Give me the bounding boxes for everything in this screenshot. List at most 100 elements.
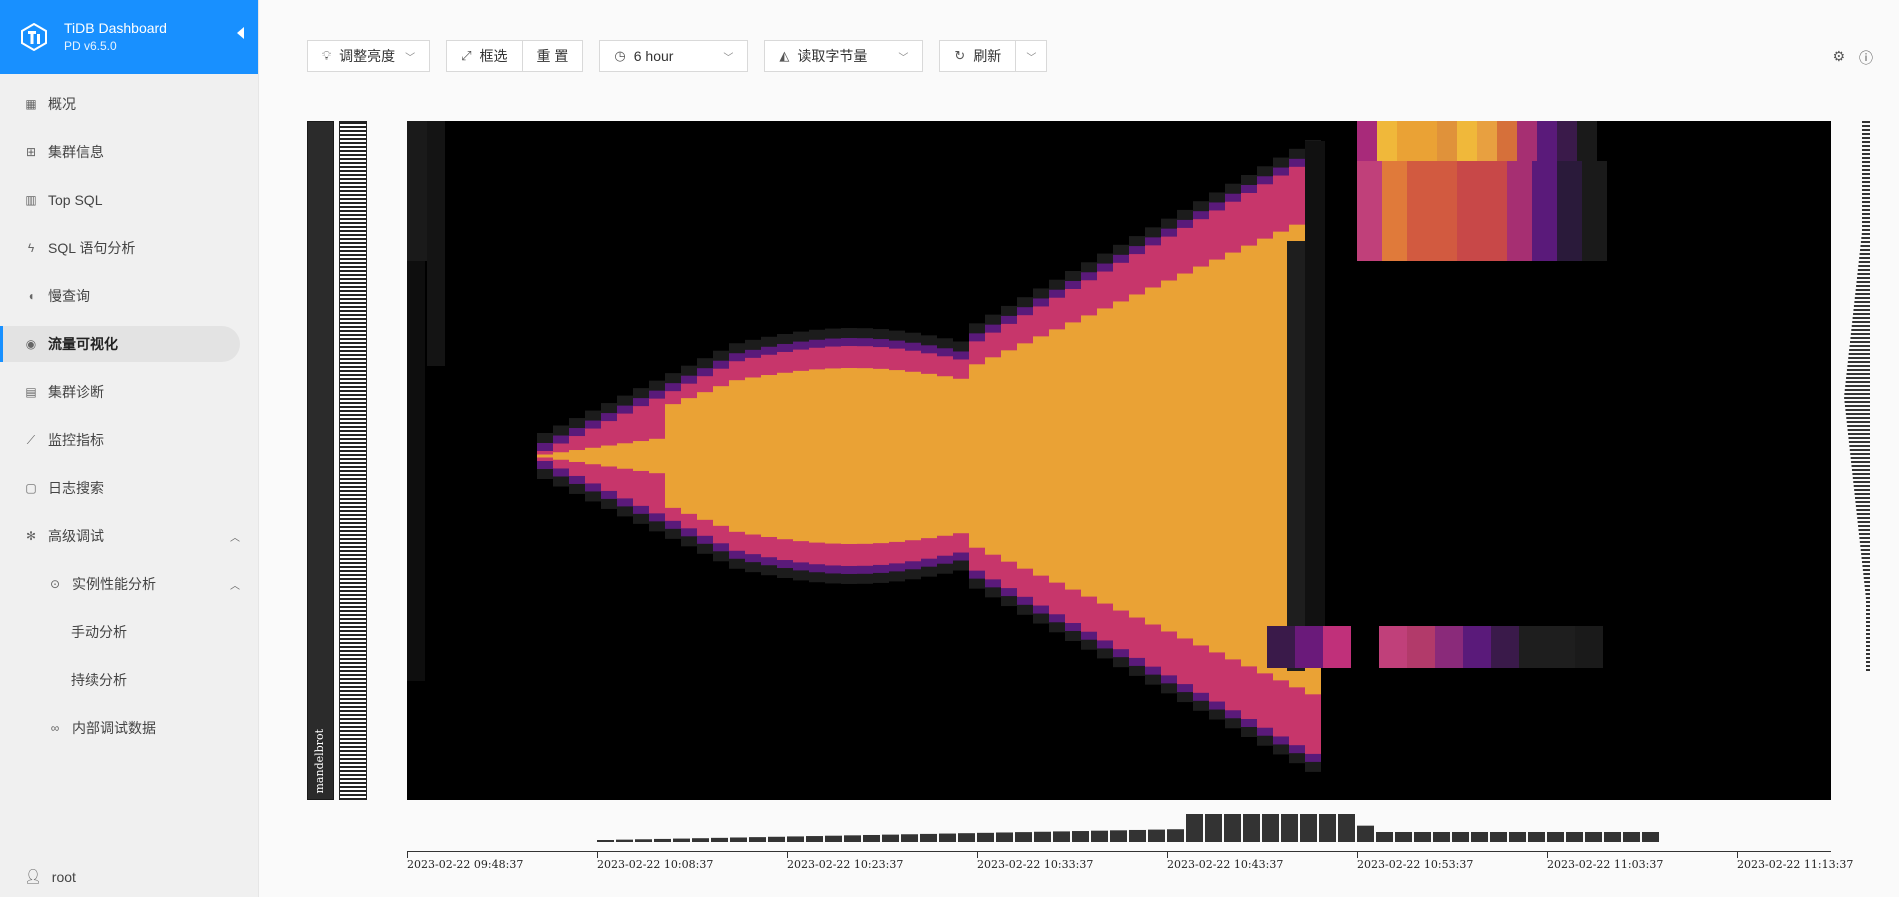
heatmap-cell bbox=[681, 398, 697, 514]
help-icon[interactable]: ⓘ bbox=[1859, 50, 1873, 66]
area-chart-icon: ◭ bbox=[779, 48, 790, 63]
sidebar-item-advanced-debug[interactable]: ✻ 高级调试 ︿ bbox=[0, 518, 240, 554]
heatmap-cell bbox=[665, 404, 681, 508]
grid-icon: ▦ bbox=[25, 97, 37, 111]
heatmap-cell bbox=[1537, 121, 1557, 161]
histogram-bar bbox=[1338, 814, 1355, 842]
x-tick bbox=[407, 852, 408, 858]
auto-refresh-dropdown[interactable]: ﹀ bbox=[1016, 40, 1048, 72]
histogram-bar bbox=[1858, 525, 1870, 527]
collapse-sidebar-icon[interactable] bbox=[237, 27, 244, 39]
select-reset-group: ⤢ 框选 重 置 bbox=[446, 40, 584, 72]
metric-select[interactable]: ◭ 读取字节量 ﹀ bbox=[764, 40, 924, 72]
user-menu[interactable]: 👤︎ root bbox=[24, 868, 76, 885]
sidebar-item-label: 手动分析 bbox=[71, 624, 127, 640]
refresh-button[interactable]: ↻ 刷新 bbox=[939, 40, 1017, 72]
histogram-bar bbox=[1224, 814, 1241, 842]
histogram-bar bbox=[1433, 832, 1450, 842]
histogram-bar bbox=[1862, 177, 1870, 179]
reset-button[interactable]: 重 置 bbox=[522, 40, 584, 72]
sidebar-item-key-visualizer[interactable]: ◉ 流量可视化 bbox=[0, 326, 240, 362]
heatmap-cell bbox=[1519, 626, 1547, 668]
histogram-bar bbox=[1243, 814, 1260, 842]
settings-icon[interactable]: ⚙ bbox=[1832, 48, 1845, 64]
time-histogram bbox=[597, 814, 1659, 842]
histogram-bar bbox=[1866, 605, 1870, 607]
histogram-bar bbox=[1852, 321, 1870, 323]
heatmap-cell bbox=[1382, 161, 1407, 261]
sidebar-item-log-search[interactable]: ▢ 日志搜索 bbox=[0, 470, 240, 506]
histogram-bar bbox=[1854, 297, 1870, 299]
histogram-bar bbox=[1319, 814, 1336, 842]
heatmap-cell bbox=[1241, 245, 1257, 667]
time-range-select[interactable]: ◷ 6 hour ﹀ bbox=[599, 40, 749, 72]
x-tick bbox=[787, 852, 788, 858]
brand-header[interactable]: TiDB Dashboard PD v6.5.0 bbox=[0, 0, 258, 74]
histogram-bar bbox=[1862, 189, 1870, 191]
histogram-bar bbox=[1866, 617, 1870, 619]
sidebar-item-manual-profiling[interactable]: 手动分析 bbox=[0, 614, 240, 650]
sidebar-item-label: 实例性能分析 bbox=[72, 576, 156, 592]
db-axis[interactable]: mandelbrot bbox=[307, 121, 334, 800]
histogram-bar bbox=[1866, 669, 1870, 671]
sidebar-menu: ▦ 概况 ⊞ 集群信息 ▥ Top SQL ϟ SQL 语句分析 ◖ 慢查询 ◉… bbox=[0, 74, 258, 746]
histogram-bar bbox=[1848, 437, 1870, 439]
heatmap-cell bbox=[697, 392, 713, 520]
histogram-bar bbox=[597, 840, 614, 842]
histogram-bar bbox=[1851, 325, 1870, 327]
heatmap-cell bbox=[809, 369, 825, 543]
time-axis: 2023-02-22 09:48:37 2023-02-22 10:08:37 20… bbox=[407, 851, 1853, 881]
histogram-bar bbox=[920, 833, 937, 842]
sidebar-item-cluster-info[interactable]: ⊞ 集群信息 bbox=[0, 134, 240, 170]
x-tick-label: 2023-02-22 10:53:37 bbox=[1357, 858, 1474, 871]
histogram-bar bbox=[1857, 517, 1870, 519]
box-select-label: 框选 bbox=[479, 48, 508, 64]
histogram-bar bbox=[1863, 573, 1870, 575]
heatmap-canvas[interactable] bbox=[407, 121, 1831, 800]
sidebar-item-debug-api[interactable]: ∞ 内部调试数据 bbox=[0, 710, 240, 746]
histogram-bar bbox=[1471, 832, 1488, 842]
box-select-button[interactable]: ⤢ 框选 bbox=[446, 40, 523, 72]
table-axis[interactable] bbox=[339, 121, 367, 800]
histogram-bar bbox=[1490, 832, 1507, 842]
sidebar-item-label: SQL 语句分析 bbox=[48, 240, 136, 256]
sidebar-item-label: 流量可视化 bbox=[48, 336, 118, 352]
sidebar-item-continuous-profiling[interactable]: 持续分析 bbox=[0, 662, 240, 698]
sidebar-item-label: Top SQL bbox=[48, 192, 103, 208]
histogram-bar bbox=[1072, 831, 1089, 842]
target-icon: ⊙ bbox=[49, 577, 61, 591]
histogram-bar bbox=[1854, 489, 1870, 491]
x-tick bbox=[1737, 852, 1738, 858]
histogram-bar bbox=[863, 834, 880, 842]
histogram-bar bbox=[1509, 832, 1526, 842]
tidb-logo-icon bbox=[21, 23, 47, 51]
heatmap-cell bbox=[1491, 626, 1519, 668]
sidebar-item-monitoring[interactable]: ⟋ 监控指标 bbox=[0, 422, 240, 458]
histogram-bar bbox=[1859, 541, 1870, 543]
histogram-bar bbox=[635, 839, 652, 842]
heatmap-cell bbox=[1267, 626, 1295, 668]
sidebar-item-sql-statements[interactable]: ϟ SQL 语句分析 bbox=[0, 230, 240, 266]
sidebar-item-label: 持续分析 bbox=[71, 672, 127, 688]
heatmap-cell bbox=[537, 454, 553, 458]
heatmap-cell bbox=[1557, 121, 1577, 161]
heatmap-cell bbox=[1457, 121, 1477, 161]
histogram-bar bbox=[1863, 577, 1870, 579]
histogram-bar bbox=[1862, 125, 1870, 127]
sidebar-item-instance-profiling[interactable]: ⊙ 实例性能分析 ︿ bbox=[0, 566, 240, 602]
histogram-bar bbox=[673, 838, 690, 842]
histogram-bar bbox=[1866, 645, 1870, 647]
histogram-bar bbox=[1851, 461, 1870, 463]
chevron-up-icon: ︿ bbox=[230, 532, 240, 544]
sidebar-item-slow-query[interactable]: ◖ 慢查询 bbox=[0, 278, 240, 314]
histogram-bar bbox=[1844, 397, 1870, 399]
heatmap-cell bbox=[729, 380, 745, 532]
histogram-bar bbox=[1856, 509, 1870, 511]
sidebar-item-top-sql[interactable]: ▥ Top SQL bbox=[0, 182, 240, 218]
histogram-bar bbox=[844, 835, 861, 842]
brightness-dropdown[interactable]: 💡︎ 调整亮度 ﹀ bbox=[307, 40, 431, 72]
x-tick-label: 2023-02-22 10:43:37 bbox=[1167, 858, 1284, 871]
heatmap-cell bbox=[1209, 259, 1225, 653]
sidebar-item-overview[interactable]: ▦ 概况 bbox=[0, 86, 240, 122]
sidebar-item-diagnose[interactable]: ▤ 集群诊断 bbox=[0, 374, 240, 410]
